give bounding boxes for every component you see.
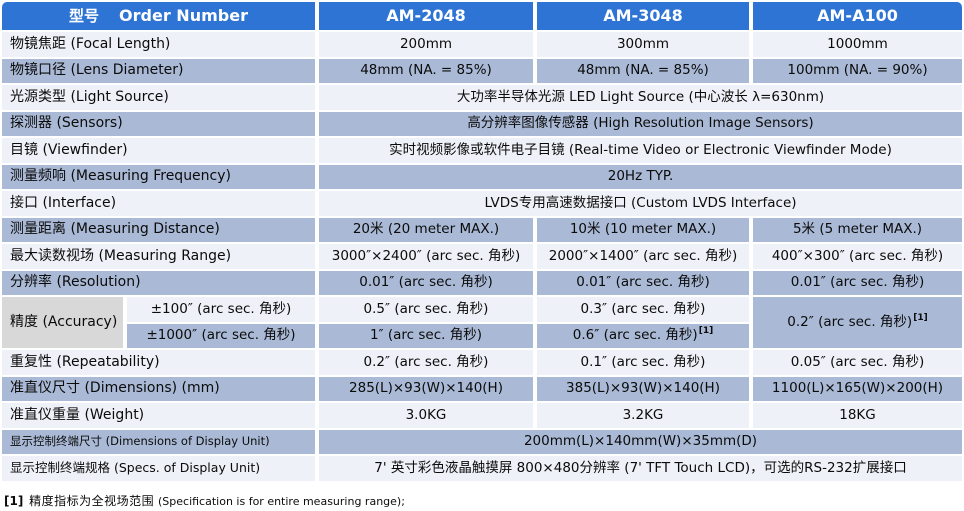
header-col-am2048: AM-2048 bbox=[319, 2, 533, 30]
value-cell: 300mm bbox=[537, 32, 749, 57]
row-label-light-source: 光源类型 (Light Source) bbox=[2, 85, 315, 110]
value-cell-merged: 7' 英寸彩色液晶触摸屏 800×480分辨率 (7' TFT Touch LC… bbox=[319, 456, 962, 481]
value-cell: 285(L)×93(W)×140(H) bbox=[319, 376, 533, 401]
row-label-lens-diameter: 物镜口径 (Lens Diameter) bbox=[2, 58, 315, 83]
row-label-measuring-range: 最大读数视场 (Measuring Range) bbox=[2, 244, 315, 269]
row-label-viewfinder: 目镜 (Viewfinder) bbox=[2, 138, 315, 163]
header-model-cn: 型号 bbox=[69, 6, 100, 25]
value-cell: 48mm (NA. = 85%) bbox=[537, 58, 749, 83]
value-cell: 5米 (5 meter MAX.) bbox=[753, 217, 962, 242]
value-cell: 100mm (NA. = 90%) bbox=[753, 58, 962, 83]
value-cell: 0.01″ (arc sec. 角秒) bbox=[319, 270, 533, 295]
row-label-resolution: 分辨率 (Resolution) bbox=[2, 270, 315, 295]
row-label-sensors: 探测器 (Sensors) bbox=[2, 111, 315, 136]
footnote-marker: [1] bbox=[4, 493, 24, 508]
row-label-measuring-distance: 测量距离 (Measuring Distance) bbox=[2, 217, 315, 242]
value-cell: 385(L)×93(W)×140(H) bbox=[537, 376, 749, 401]
row-label-interface: 接口 (Interface) bbox=[2, 191, 315, 216]
value-cell-merged: 高分辨率图像传感器 (High Resolution Image Sensors… bbox=[319, 111, 962, 136]
value-cell: 18KG bbox=[753, 403, 962, 428]
footnote-text-en: (Specification is for entire measuring r… bbox=[158, 494, 405, 508]
footnote-ref: [1] bbox=[913, 313, 928, 323]
row-label-weight: 准直仪重量 (Weight) bbox=[2, 403, 315, 428]
value-cell: 0.3″ (arc sec. 角秒) bbox=[537, 297, 749, 322]
footnote: [1] 精度指标为全视场范围 (Specification is for ent… bbox=[4, 492, 964, 509]
row-label-dimensions: 准直仪尺寸 (Dimensions) (mm) bbox=[2, 376, 315, 401]
accuracy-range-100: ±100″ (arc sec. 角秒) bbox=[127, 297, 315, 322]
accuracy-am3048-1000-value: 0.6″ (arc sec. 角秒) bbox=[572, 327, 698, 344]
value-cell: 0.05″ (arc sec. 角秒) bbox=[753, 350, 962, 375]
value-cell: 0.1″ (arc sec. 角秒) bbox=[537, 350, 749, 375]
header-col-ama100: AM-A100 bbox=[753, 2, 962, 30]
value-cell: 0.5″ (arc sec. 角秒) bbox=[319, 297, 533, 322]
header-col-am3048: AM-3048 bbox=[537, 2, 749, 30]
value-cell: 1″ (arc sec. 角秒) bbox=[319, 323, 533, 348]
header-model-en: Order Number bbox=[119, 6, 248, 26]
value-cell: 10米 (10 meter MAX.) bbox=[537, 217, 749, 242]
value-cell: 400″×300″ (arc sec. 角秒) bbox=[753, 244, 962, 269]
value-cell: 0.01″ (arc sec. 角秒) bbox=[753, 270, 962, 295]
accuracy-range-1000: ±1000″ (arc sec. 角秒) bbox=[127, 323, 315, 348]
value-cell: 0.2″ (arc sec. 角秒) bbox=[319, 350, 533, 375]
row-label-accuracy: 精度 (Accuracy) bbox=[2, 297, 123, 348]
value-cell: 3.2KG bbox=[537, 403, 749, 428]
row-label-display-unit-dimensions: 显示控制终端尺寸 (Dimensions of Display Unit) bbox=[2, 429, 315, 454]
value-cell: 48mm (NA. = 85%) bbox=[319, 58, 533, 83]
value-cell: 1000mm bbox=[753, 32, 962, 57]
value-cell: 0.6″ (arc sec. 角秒) [1] bbox=[537, 323, 749, 348]
header-order-number: 型号 Order Number bbox=[2, 2, 315, 30]
row-label-focal-length: 物镜焦距 (Focal Length) bbox=[2, 32, 315, 57]
value-cell: 3.0KG bbox=[319, 403, 533, 428]
value-cell: 200mm bbox=[319, 32, 533, 57]
value-cell-merged: LVDS专用高速数据接口 (Custom LVDS Interface) bbox=[319, 191, 962, 216]
value-cell: 2000″×1400″ (arc sec. 角秒) bbox=[537, 244, 749, 269]
row-label-repeatability: 重复性 (Repeatability) bbox=[2, 350, 315, 375]
spec-table: 型号 Order Number AM-2048 AM-3048 AM-A100 … bbox=[2, 2, 962, 481]
value-cell: 1100(L)×165(W)×200(H) bbox=[753, 376, 962, 401]
value-cell-merged: 实时视频影像或软件电子目镜 (Real-time Video or Electr… bbox=[319, 138, 962, 163]
value-cell-merged: 20Hz TYP. bbox=[319, 164, 962, 189]
value-cell-merged: 大功率半导体光源 LED Light Source (中心波长 λ=630nm) bbox=[319, 85, 962, 110]
row-label-display-unit-specs: 显示控制终端规格 (Specs. of Display Unit) bbox=[2, 456, 315, 481]
row-label-measuring-frequency: 测量频响 (Measuring Frequency) bbox=[2, 164, 315, 189]
footnote-text-cn: 精度指标为全视场范围 bbox=[29, 493, 155, 508]
accuracy-ama100-value: 0.2″ (arc sec. 角秒) bbox=[787, 314, 913, 331]
footnote-ref: [1] bbox=[698, 326, 714, 337]
value-cell: 0.01″ (arc sec. 角秒) bbox=[537, 270, 749, 295]
value-cell: 3000″×2400″ (arc sec. 角秒) bbox=[319, 244, 533, 269]
value-cell: 20米 (20 meter MAX.) bbox=[319, 217, 533, 242]
value-cell-merged-ama100-accuracy: 0.2″ (arc sec. 角秒) [1] bbox=[753, 297, 962, 348]
value-cell-merged: 200mm(L)×140mm(W)×35mm(D) bbox=[319, 429, 962, 454]
